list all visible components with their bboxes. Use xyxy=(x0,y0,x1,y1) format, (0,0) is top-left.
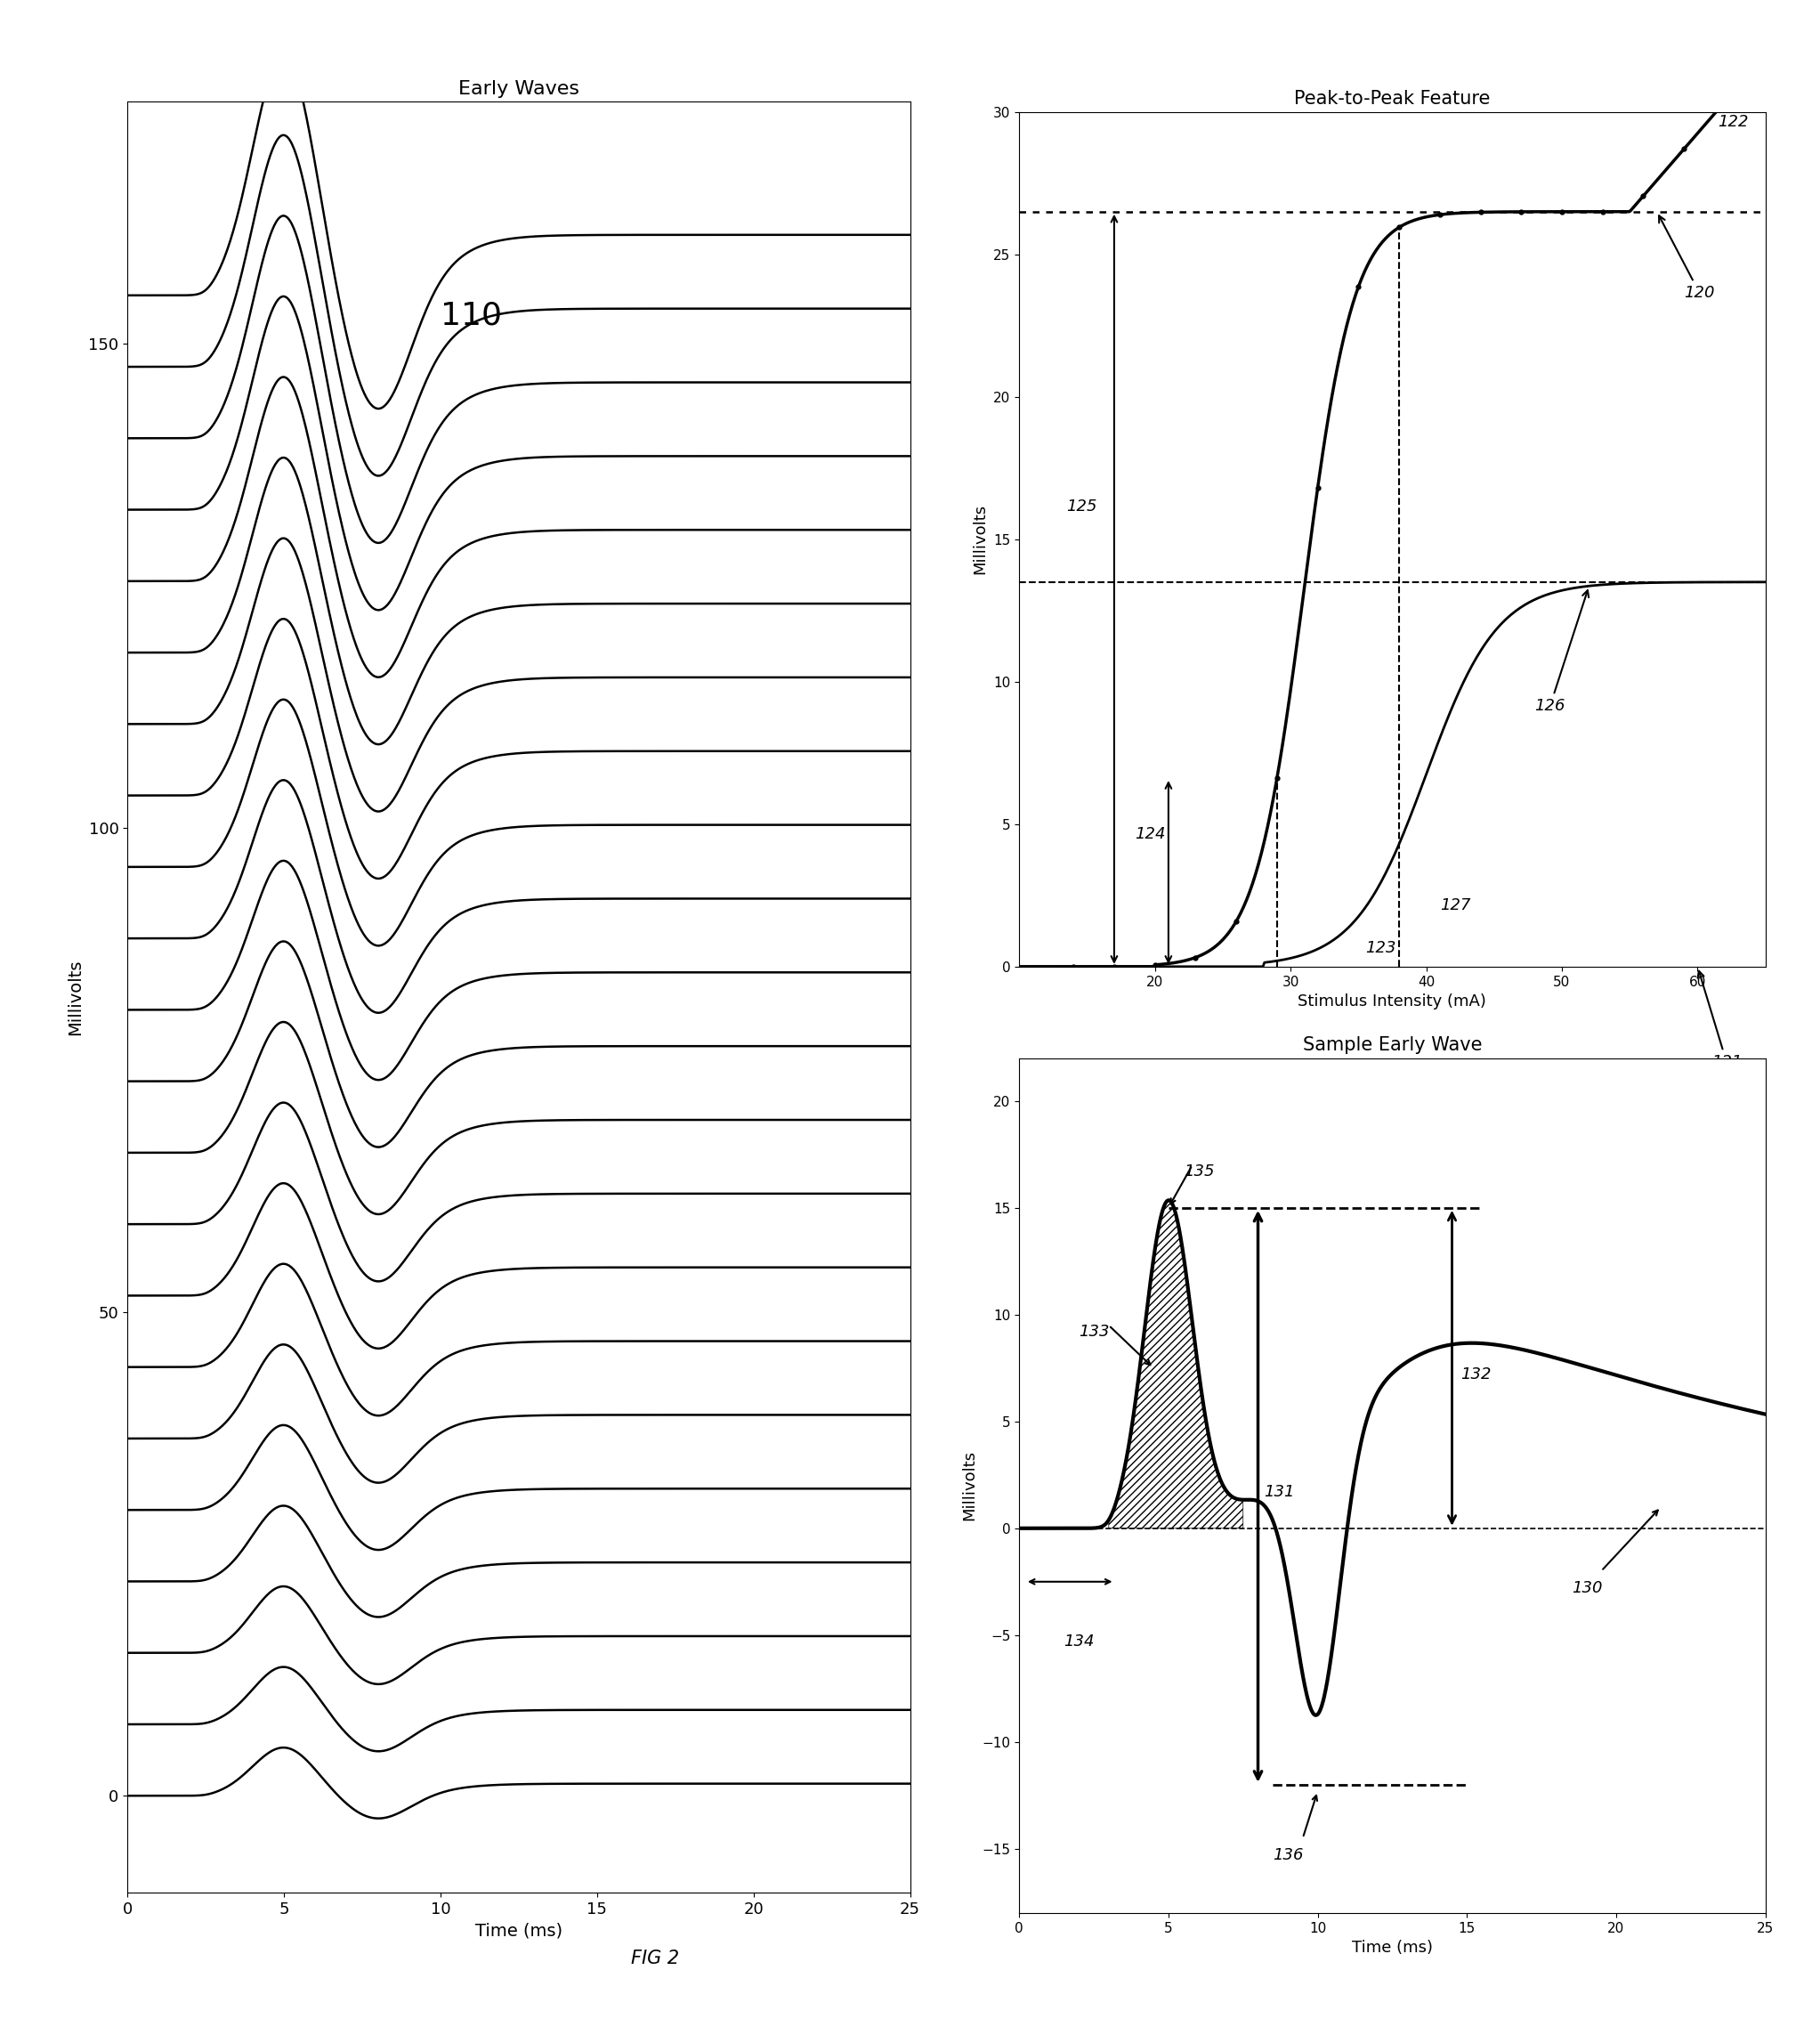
Text: 121: 121 xyxy=(1698,971,1742,1070)
Title: Early Waves: Early Waves xyxy=(459,79,579,98)
Y-axis label: Millivolts: Millivolts xyxy=(961,1451,977,1520)
Title: Sample Early Wave: Sample Early Wave xyxy=(1303,1036,1481,1054)
Y-axis label: Millivolts: Millivolts xyxy=(972,505,988,574)
Text: FIG 2: FIG 2 xyxy=(632,1950,679,1968)
X-axis label: Stimulus Intensity (mA): Stimulus Intensity (mA) xyxy=(1298,993,1487,1009)
Text: 134: 134 xyxy=(1065,1634,1094,1648)
Text: 135: 135 xyxy=(1183,1164,1214,1178)
Text: 132: 132 xyxy=(1461,1365,1492,1382)
Text: 124: 124 xyxy=(1134,826,1165,842)
Text: 123: 123 xyxy=(1365,940,1396,956)
Text: 120: 120 xyxy=(1660,216,1714,301)
Text: 110: 110 xyxy=(440,301,502,330)
Text: 130: 130 xyxy=(1571,1579,1602,1595)
Y-axis label: Millivolts: Millivolts xyxy=(67,958,84,1036)
Text: 122: 122 xyxy=(1718,114,1749,130)
Title: Peak-to-Peak Feature: Peak-to-Peak Feature xyxy=(1294,90,1491,108)
Text: 126: 126 xyxy=(1534,590,1589,714)
Text: 136: 136 xyxy=(1272,1848,1303,1862)
X-axis label: Time (ms): Time (ms) xyxy=(475,1923,562,1939)
X-axis label: Time (ms): Time (ms) xyxy=(1352,1939,1432,1956)
Text: 131: 131 xyxy=(1263,1484,1294,1500)
Text: 125: 125 xyxy=(1067,499,1097,515)
Text: 127: 127 xyxy=(1440,897,1471,914)
Text: 133: 133 xyxy=(1079,1323,1110,1339)
